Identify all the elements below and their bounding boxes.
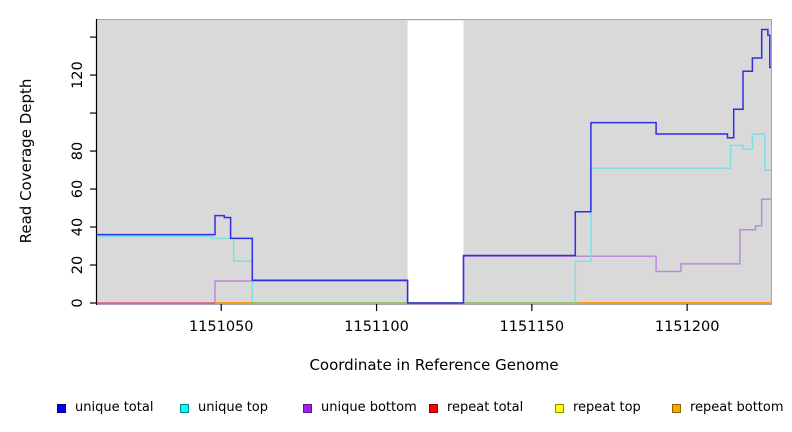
- x-tick-label: 1151200: [655, 319, 720, 335]
- no-data-band: [407, 20, 464, 304]
- legend-label: repeat top: [573, 400, 641, 415]
- legend-item-repeat-bottom: repeat bottom: [672, 399, 784, 417]
- series-unique-top: [97, 133, 771, 304]
- series-unique-total: [97, 28, 771, 304]
- legend-label: repeat bottom: [690, 400, 784, 415]
- legend-label: unique total: [75, 400, 154, 415]
- y-tick-label: 40: [70, 218, 86, 236]
- legend-label: unique top: [198, 400, 269, 415]
- legend-swatch-icon: [303, 403, 312, 413]
- legend-swatch-icon: [429, 403, 438, 413]
- legend-swatch-icon: [672, 403, 681, 413]
- series-unique-bottom: [97, 198, 771, 305]
- legend-swatch-icon: [57, 403, 66, 413]
- legend-item-repeat-top: repeat top: [555, 399, 641, 417]
- y-tick-label: 20: [70, 256, 86, 274]
- legend-item-unique-total: unique total: [57, 399, 153, 417]
- legend-item-unique-top: unique top: [180, 399, 268, 417]
- x-tick-label: 1151050: [189, 319, 254, 335]
- x-tick-label: 1151150: [500, 319, 565, 335]
- y-tick-label: 80: [70, 142, 86, 160]
- legend-label: unique bottom: [321, 400, 417, 415]
- x-axis-title: Coordinate in Reference Genome: [309, 356, 558, 374]
- legend-swatch-icon: [555, 403, 564, 413]
- legend-label: repeat total: [447, 400, 524, 415]
- legend-item-unique-bottom: unique bottom: [303, 399, 417, 417]
- y-axis-title: Read Coverage Depth: [17, 79, 35, 244]
- y-tick-label: 60: [70, 180, 86, 198]
- x-tick-label: 1151100: [344, 319, 409, 335]
- legend-item-repeat-total: repeat total: [429, 399, 523, 417]
- legend: unique total unique top unique bottom repea…: [0, 399, 792, 419]
- y-tick-label: 120: [70, 61, 86, 89]
- y-tick-label: 0: [70, 298, 86, 307]
- legend-swatch-icon: [180, 403, 189, 413]
